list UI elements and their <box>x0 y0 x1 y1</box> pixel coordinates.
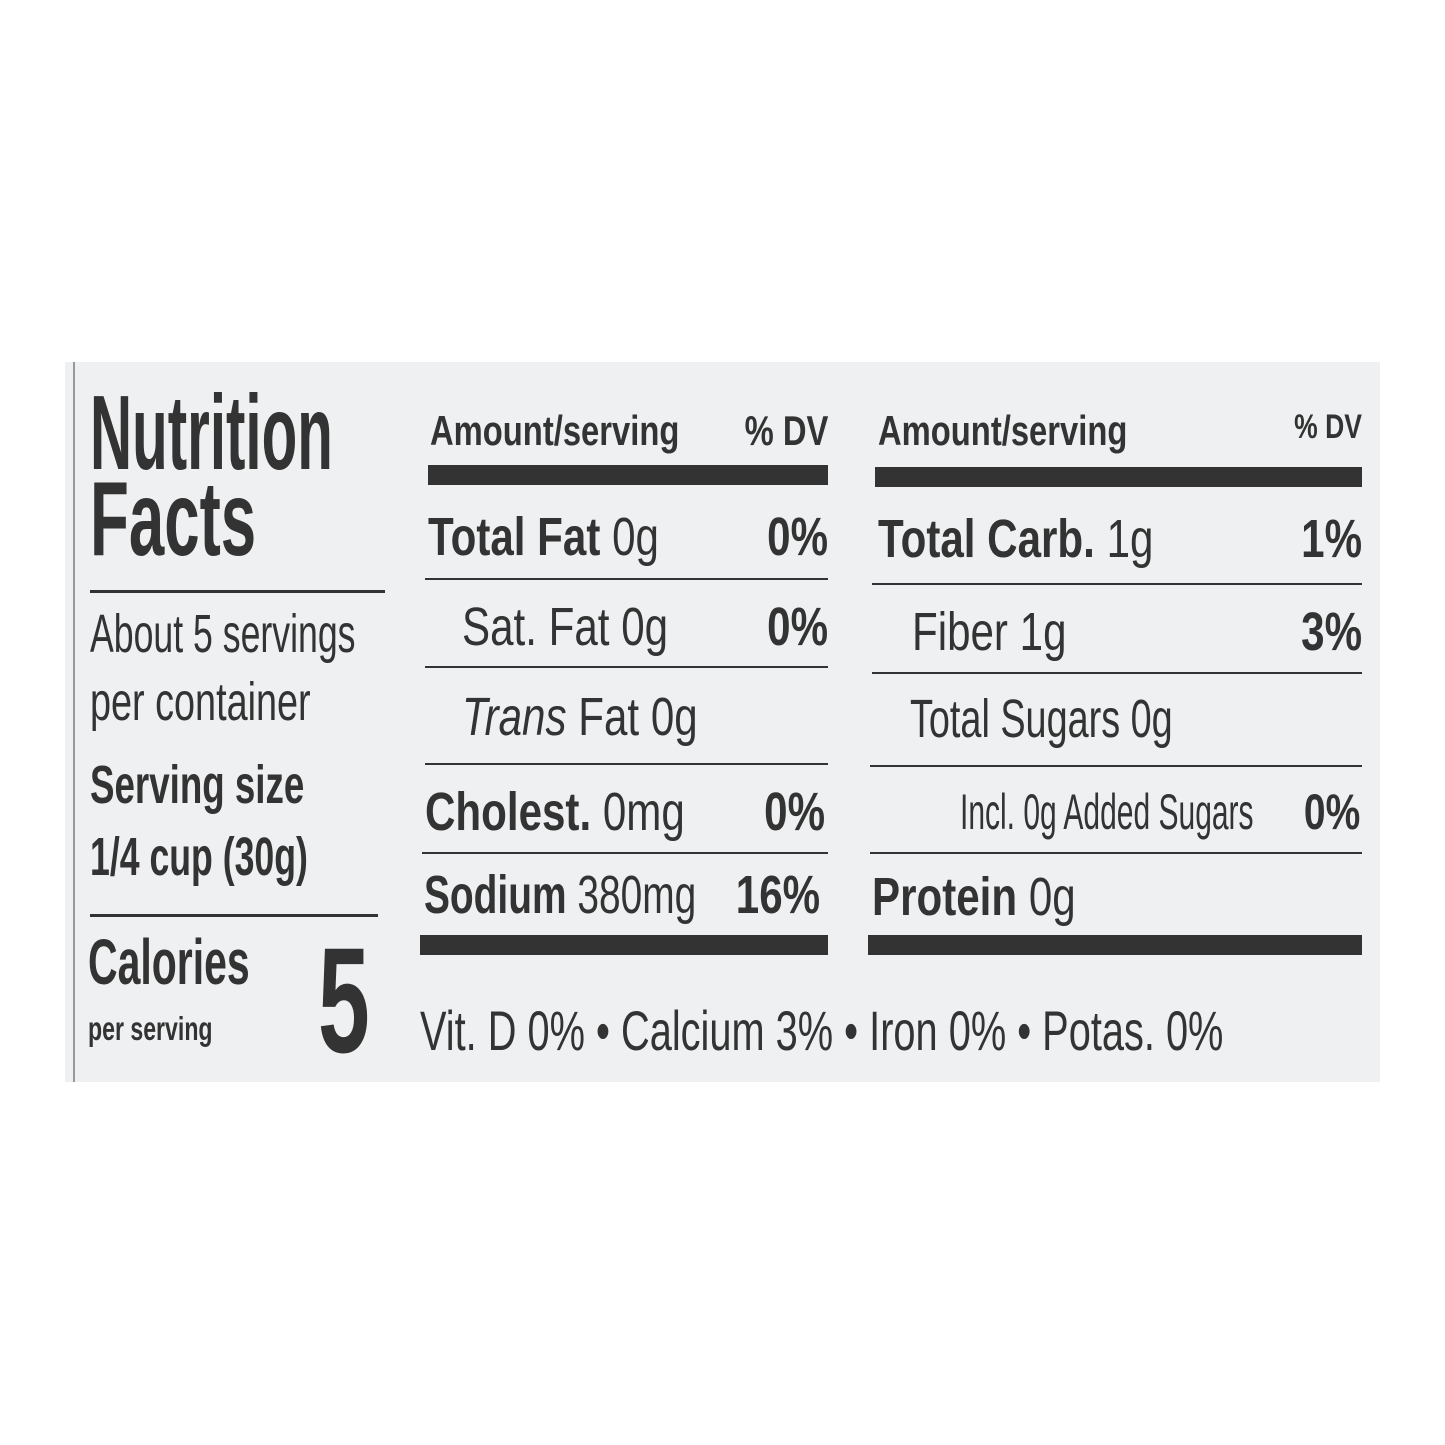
calories-sub: per serving <box>88 1010 213 1047</box>
divider <box>425 763 828 765</box>
row-trans-fat: Trans Fat 0g <box>462 687 698 747</box>
row-protein: Protein 0g <box>872 867 1076 927</box>
servings-per-container-2: per container <box>90 672 311 732</box>
row-added-sugars: Incl. 0g Added Sugars 0% <box>960 784 1360 840</box>
row-sat-fat: Sat. Fat 0g 0% <box>462 597 828 657</box>
divider <box>425 578 828 580</box>
title-nutrition: Nutrition <box>90 374 333 492</box>
thick-bar <box>420 935 828 955</box>
divider <box>872 672 1362 674</box>
divider <box>90 590 385 593</box>
title-facts: Facts <box>90 460 257 578</box>
serving-size-label: Serving size <box>90 755 305 815</box>
calories-value: 5 <box>318 916 370 1084</box>
label-edge <box>73 362 75 1082</box>
thick-bar <box>875 467 1362 487</box>
micronutrients: Vit. D 0% • Calcium 3% • Iron 0% • Potas… <box>420 999 1224 1062</box>
divider <box>872 583 1362 585</box>
divider <box>870 852 1362 854</box>
divider <box>90 914 378 917</box>
right-header: Amount/serving% DV <box>878 407 1362 454</box>
servings-per-container: About 5 servings <box>90 604 356 664</box>
left-header: Amount/serving% DV <box>430 407 828 454</box>
serving-size-value: 1/4 cup (30g) <box>90 827 308 887</box>
row-total-carb: Total Carb. 1g 1% <box>878 509 1362 569</box>
thick-bar <box>428 465 828 485</box>
row-fiber: Fiber 1g 3% <box>912 602 1362 662</box>
row-cholesterol: Cholest. 0mg 0% <box>425 782 825 842</box>
divider <box>870 765 1362 767</box>
row-sodium: Sodium 380mg 16% <box>424 865 820 925</box>
thick-bar <box>868 935 1362 955</box>
row-total-sugars: Total Sugars 0g <box>910 689 1173 749</box>
calories-label: Calories <box>88 926 250 998</box>
row-total-fat: Total Fat 0g 0% <box>428 507 828 567</box>
divider <box>422 852 828 854</box>
divider <box>425 666 828 668</box>
